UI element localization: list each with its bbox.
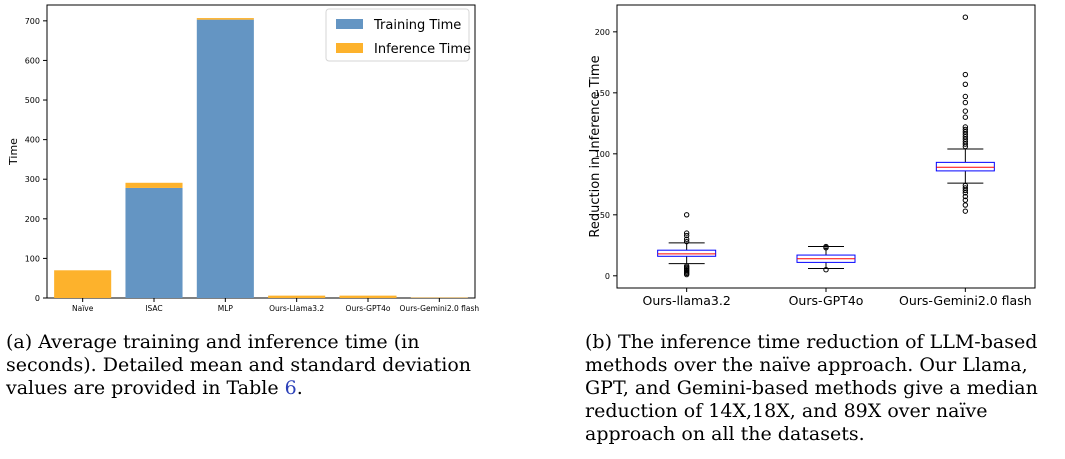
x-tick-label: Ours-Gemini2.0 flash bbox=[899, 293, 1032, 308]
caption-b: (b) The inference time reduction of LLM-… bbox=[585, 331, 1038, 445]
y-tick-label: 100 bbox=[595, 150, 610, 159]
bar-training-2 bbox=[196, 19, 254, 299]
legend-label-0: Training Time bbox=[373, 18, 461, 33]
outlier-point-2 bbox=[962, 108, 969, 114]
box-2 bbox=[935, 161, 995, 172]
outlier-point-2 bbox=[962, 124, 969, 130]
stacked-bar-chart: 0 100 200 300 400 500 600 700 Time Naïve ISAC MLP Ou… bbox=[7, 4, 480, 313]
outlier-point-2 bbox=[962, 126, 969, 133]
outlier-point-0 bbox=[683, 238, 690, 245]
plot-frame bbox=[46, 4, 476, 299]
y-tick-label: 0 bbox=[605, 272, 610, 281]
legend-swatch-0 bbox=[336, 19, 363, 29]
outlier-point-2 bbox=[962, 202, 969, 208]
y-tick-label: 200 bbox=[25, 215, 40, 224]
y-tick-label: 150 bbox=[595, 89, 610, 98]
y-tick-label: 0 bbox=[35, 294, 40, 303]
y-tick-label: 400 bbox=[25, 136, 40, 145]
bar-inference-4 bbox=[339, 295, 397, 298]
bar-inference-1 bbox=[125, 182, 183, 188]
legend-label-1: Inference Time bbox=[374, 42, 471, 57]
y-tick-label: 700 bbox=[25, 17, 40, 26]
outlier-point-1 bbox=[823, 243, 829, 250]
caption-a-text: (a) Average training and inference time … bbox=[6, 331, 472, 399]
outlier-point-2 bbox=[962, 208, 969, 214]
y-tick-label: 200 bbox=[595, 28, 610, 37]
x-tick-label: Ours-Gemini2.0 flash bbox=[400, 304, 480, 313]
x-tick-label: Naïve bbox=[72, 304, 94, 313]
outlier-point-0 bbox=[683, 236, 690, 242]
bar-inference-2 bbox=[196, 18, 254, 20]
y-tick-label: 50 bbox=[600, 211, 610, 220]
caption-a-end: . bbox=[296, 377, 303, 399]
table-reference-link[interactable]: 6 bbox=[284, 377, 297, 399]
outlier-point-2 bbox=[962, 14, 969, 20]
y-tick-label: 300 bbox=[25, 175, 40, 184]
outlier-point-2 bbox=[962, 182, 969, 189]
x-tick-label: Ours-Llama3.2 bbox=[269, 304, 324, 313]
outlier-point-2 bbox=[962, 81, 969, 87]
caption-a: (a) Average training and inference time … bbox=[6, 331, 496, 400]
outlier-point-2 bbox=[962, 99, 969, 106]
outlier-point-2 bbox=[962, 71, 969, 78]
outlier-point-2 bbox=[962, 197, 969, 203]
x-tick-label: MLP bbox=[218, 304, 234, 313]
outlier-point-0 bbox=[683, 230, 690, 236]
x-tick-label: Ours-llama3.2 bbox=[643, 293, 731, 308]
outlier-point-0 bbox=[683, 263, 690, 269]
box-0 bbox=[657, 249, 717, 257]
bar-inference-0 bbox=[54, 270, 112, 298]
outlier-point-0 bbox=[683, 232, 690, 239]
x-tick-label: ISAC bbox=[145, 304, 162, 313]
legend-swatch-1 bbox=[336, 43, 363, 53]
y-tick-label: 600 bbox=[25, 56, 40, 65]
bar-inference-3 bbox=[268, 295, 326, 298]
y-tick-label: 100 bbox=[25, 254, 40, 263]
outlier-point-2 bbox=[962, 93, 969, 100]
bar-training-1 bbox=[125, 187, 183, 298]
y-axis-label: Reduction in Inference Time bbox=[588, 55, 603, 237]
outlier-point-2 bbox=[962, 114, 969, 120]
outlier-point-0 bbox=[683, 212, 690, 218]
x-tick-label: Ours-GPT4o bbox=[789, 293, 864, 308]
y-tick-label: 500 bbox=[25, 96, 40, 105]
x-tick-label: Ours-GPT4o bbox=[346, 304, 391, 313]
outlier-point-1 bbox=[823, 267, 829, 273]
box-plot-chart: 0 50 100 150 200 Reduction in Inference Time O… bbox=[588, 4, 1036, 308]
outlier-point-2 bbox=[962, 193, 969, 200]
outlier-point-2 bbox=[962, 185, 969, 191]
y-axis-label: Time bbox=[7, 138, 20, 166]
